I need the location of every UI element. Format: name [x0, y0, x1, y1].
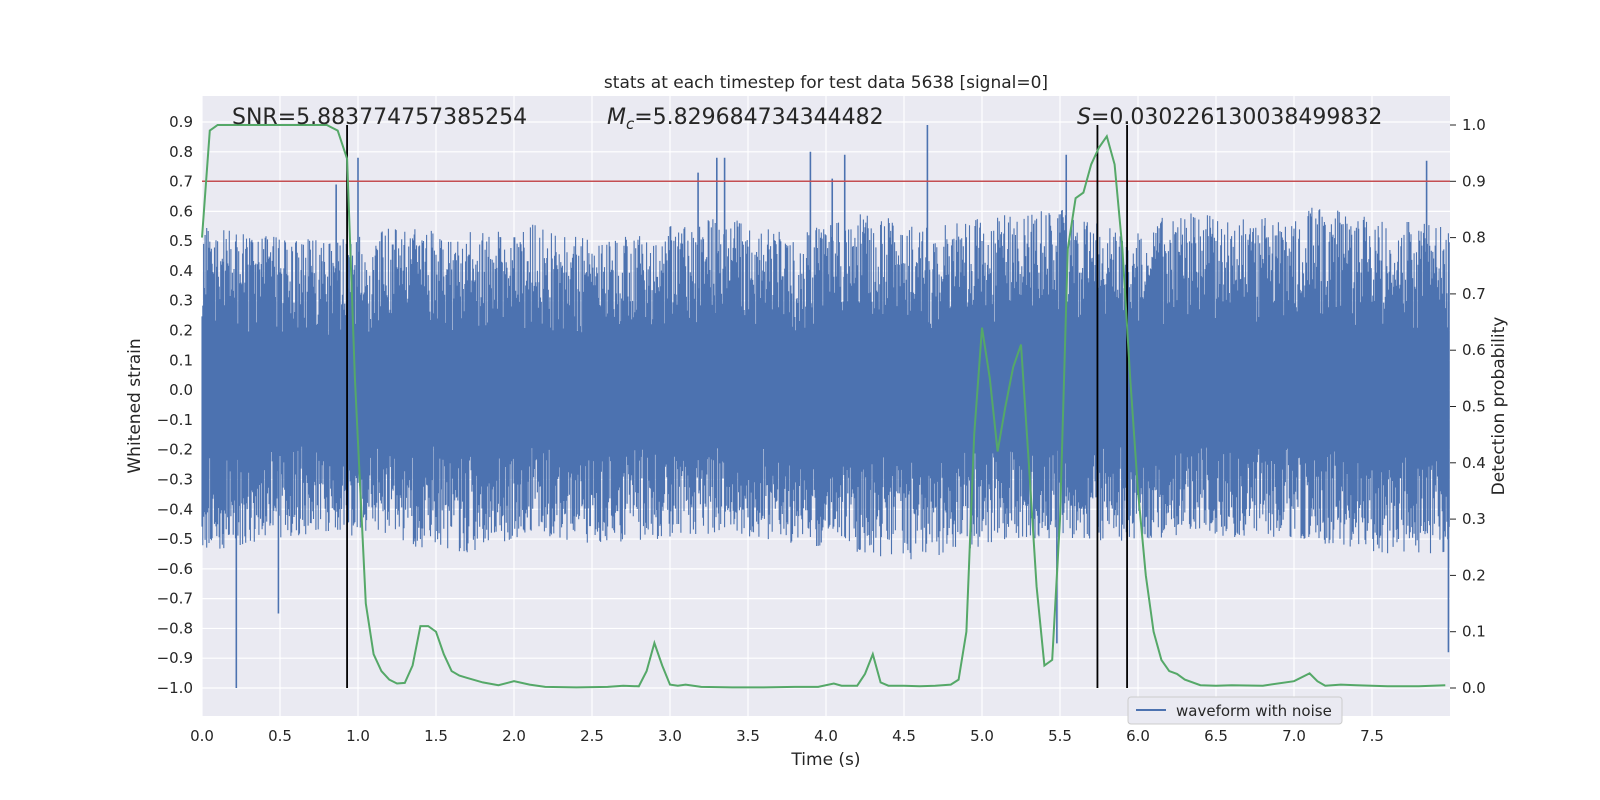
right-tick-label: 0.3: [1462, 510, 1486, 528]
left-tick-label: −0.2: [157, 441, 193, 459]
left-axis-ticks: 0.9 0.8 0.7 0.6 0.5 0.4 0.3 0.2 0.1 0.0 −0.1 −0.2 −0…: [157, 113, 193, 697]
left-tick-label: −0.5: [157, 530, 193, 548]
x-tick-label: 1.5: [424, 727, 448, 745]
x-tick-label: 2.5: [580, 727, 604, 745]
legend: waveform with noise: [1127, 696, 1343, 725]
mc-symbol: M: [607, 105, 626, 130]
x-tick-label: 7.5: [1360, 727, 1384, 745]
right-axis-ticks: 1.0 0.9 0.8 0.7 0.6 0.5 0.4 0.3 0.2 0.1 0.0: [1450, 116, 1486, 697]
left-tick-label: 0.3: [169, 292, 193, 310]
vertical-markers: [346, 125, 1128, 688]
s-value: =0.030226130038499832: [1091, 105, 1382, 130]
left-tick-label: −1.0: [157, 679, 193, 697]
right-axis-label: Detection probability: [1489, 317, 1509, 496]
right-tick-label: 0.9: [1462, 172, 1486, 190]
x-tick-label: 1.0: [346, 727, 370, 745]
left-tick-label: 0.7: [169, 173, 193, 191]
right-tick-label: 0.6: [1462, 341, 1486, 359]
left-tick-label: 0.0: [169, 381, 193, 399]
snr-annotation: SNR=5.883774757385254: [232, 105, 527, 130]
left-tick-label: −0.4: [157, 500, 193, 518]
right-tick-label: 0.1: [1462, 623, 1486, 641]
right-tick-label: 0.5: [1462, 398, 1486, 416]
s-symbol: S: [1077, 105, 1091, 130]
x-tick-label: 0.5: [268, 727, 292, 745]
left-tick-label: 0.5: [169, 232, 193, 250]
s-annotation: S=0.030226130038499832: [1077, 105, 1382, 130]
chirp-mass-annotation: Mc=5.829684734344482: [607, 105, 884, 133]
x-axis-label: Time (s): [790, 750, 860, 770]
x-tick-label: 5.0: [970, 727, 994, 745]
waveform-noise: [201, 207, 1450, 560]
x-tick-label: 0.0: [190, 727, 214, 745]
x-tick-label: 4.5: [892, 727, 916, 745]
left-tick-label: −0.8: [157, 619, 193, 637]
mc-value: =5.829684734344482: [634, 105, 883, 130]
left-tick-label: −0.9: [157, 649, 193, 667]
x-tick-label: 5.5: [1048, 727, 1072, 745]
right-tick-label: 0.0: [1462, 679, 1486, 697]
x-tick-label: 6.5: [1204, 727, 1228, 745]
left-tick-label: 0.2: [169, 322, 193, 340]
x-tick-label: 4.0: [814, 727, 838, 745]
probability-line: [201, 124, 1446, 689]
probability-series: [201, 124, 1446, 689]
waveform-series: [201, 124, 1450, 688]
left-axis-label: Whitened strain: [125, 338, 145, 473]
right-tick-label: 0.2: [1462, 566, 1486, 584]
left-tick-label: 0.8: [169, 143, 193, 161]
left-tick-label: −0.3: [157, 470, 193, 488]
x-tick-label: 6.0: [1126, 727, 1150, 745]
right-tick-label: 1.0: [1462, 116, 1486, 134]
left-tick-label: −0.7: [157, 590, 193, 608]
right-tick-label: 0.4: [1462, 454, 1486, 472]
right-tick-label: 0.7: [1462, 285, 1486, 303]
left-tick-label: 0.1: [169, 351, 193, 369]
left-tick-label: 0.9: [169, 113, 193, 131]
x-axis-ticks: 0.0 0.5 1.0 1.5 2.0 2.5 3.0 3.5 4.0 4.5 5.0 5.5 6.0 6…: [190, 727, 1384, 745]
x-tick-label: 3.0: [658, 727, 682, 745]
left-tick-label: −0.1: [157, 411, 193, 429]
left-tick-label: 0.6: [169, 202, 193, 220]
x-tick-label: 2.0: [502, 727, 526, 745]
chart-title: stats at each timestep for test data 563…: [604, 73, 1048, 93]
x-tick-label: 3.5: [736, 727, 760, 745]
right-tick-label: 0.8: [1462, 229, 1486, 247]
legend-box: [1127, 696, 1343, 725]
left-tick-label: 0.4: [169, 262, 193, 280]
legend-entry-waveform: waveform with noise: [1176, 702, 1332, 720]
mc-subscript: c: [626, 115, 635, 133]
left-tick-label: −0.6: [157, 560, 193, 578]
x-tick-label: 7.0: [1282, 727, 1306, 745]
